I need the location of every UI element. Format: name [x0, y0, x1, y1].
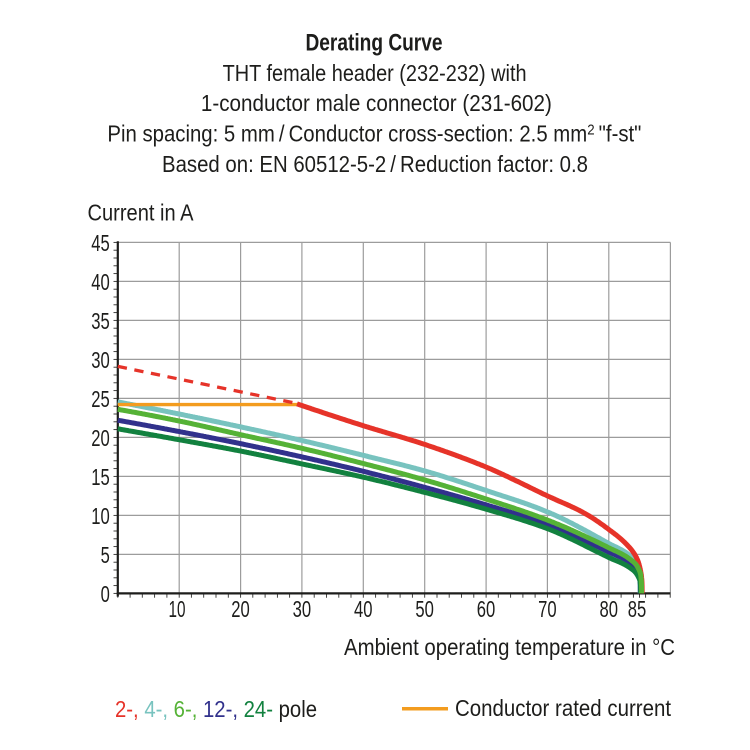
- svg-text:Current in A: Current in A: [88, 199, 195, 225]
- svg-text:10: 10: [169, 596, 186, 622]
- svg-text:60: 60: [477, 596, 496, 622]
- svg-text:40: 40: [91, 269, 110, 295]
- svg-text:25: 25: [91, 386, 110, 412]
- svg-text:2-, 4-, 6-, 12-, 24- pole: 2-, 4-, 6-, 12-, 24- pole: [115, 696, 317, 722]
- svg-text:Based on: EN 60512-5-2 / Reduc: Based on: EN 60512-5-2 / Reduction facto…: [162, 151, 588, 177]
- svg-text:1-conductor male connector (23: 1-conductor male connector (231-602): [201, 90, 552, 116]
- svg-text:85: 85: [628, 596, 647, 622]
- svg-text:Ambient operating temperature: Ambient operating temperature in °C: [344, 634, 675, 660]
- svg-text:35: 35: [91, 308, 110, 334]
- svg-text:20: 20: [91, 425, 110, 451]
- svg-text:Derating Curve: Derating Curve: [306, 30, 443, 57]
- svg-text:Conductor rated current: Conductor rated current: [455, 695, 672, 721]
- svg-text:45: 45: [91, 230, 110, 256]
- svg-text:40: 40: [354, 596, 373, 622]
- svg-text:20: 20: [231, 596, 250, 622]
- svg-text:50: 50: [415, 596, 434, 622]
- svg-text:10: 10: [91, 503, 110, 529]
- svg-text:5: 5: [101, 542, 110, 568]
- svg-text:THT female header (232-232) wi: THT female header (232-232) with: [223, 60, 527, 86]
- svg-text:30: 30: [293, 596, 312, 622]
- svg-text:80: 80: [600, 596, 619, 622]
- svg-text:0: 0: [101, 581, 110, 607]
- svg-text:Pin spacing: 5 mm / Conductor: Pin spacing: 5 mm / Conductor cross-sect…: [107, 121, 641, 147]
- svg-text:30: 30: [91, 347, 110, 373]
- svg-text:70: 70: [538, 596, 557, 622]
- svg-text:15: 15: [91, 464, 110, 490]
